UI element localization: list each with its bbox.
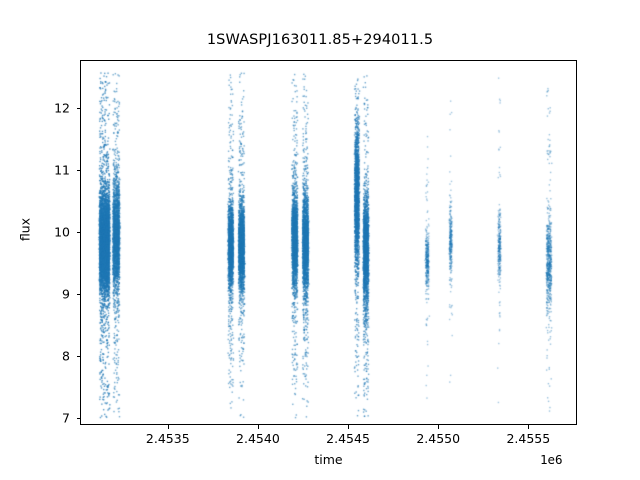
- y-axis-label: flux: [17, 217, 33, 242]
- y-tick-mark: [76, 170, 80, 172]
- x-tick-label: 2.4555: [506, 431, 551, 446]
- x-tick-label: 2.4550: [416, 431, 461, 446]
- scatter-plot-axes: [80, 60, 577, 425]
- y-tick-label: 9: [62, 286, 70, 302]
- x-tick-mark: [348, 425, 350, 429]
- y-tick-mark: [76, 293, 80, 295]
- y-tick-label: 12: [54, 100, 70, 116]
- y-tick-mark: [76, 231, 80, 233]
- x-axis-label: time: [314, 452, 343, 467]
- x-tick-mark: [438, 425, 440, 429]
- x-axis-offset-text: 1e6: [540, 452, 563, 467]
- y-tick-mark: [76, 355, 80, 357]
- x-tick-label: 2.4535: [145, 431, 190, 446]
- y-tick-mark: [76, 108, 80, 110]
- x-tick-label: 2.4545: [326, 431, 370, 446]
- y-tick-label: 10: [54, 224, 70, 240]
- page-title: 1SWASPJ163011.85+294011.5: [206, 32, 434, 48]
- y-tick-mark: [76, 417, 80, 419]
- x-tick-label: 2.4540: [236, 431, 280, 446]
- x-tick-mark: [257, 425, 259, 429]
- x-tick-mark: [528, 425, 530, 429]
- x-tick-mark: [167, 425, 169, 429]
- y-tick-label: 11: [54, 162, 70, 178]
- y-tick-label: 8: [62, 348, 70, 364]
- y-tick-label: 7: [62, 410, 70, 426]
- scatter-data-layer: [81, 61, 576, 424]
